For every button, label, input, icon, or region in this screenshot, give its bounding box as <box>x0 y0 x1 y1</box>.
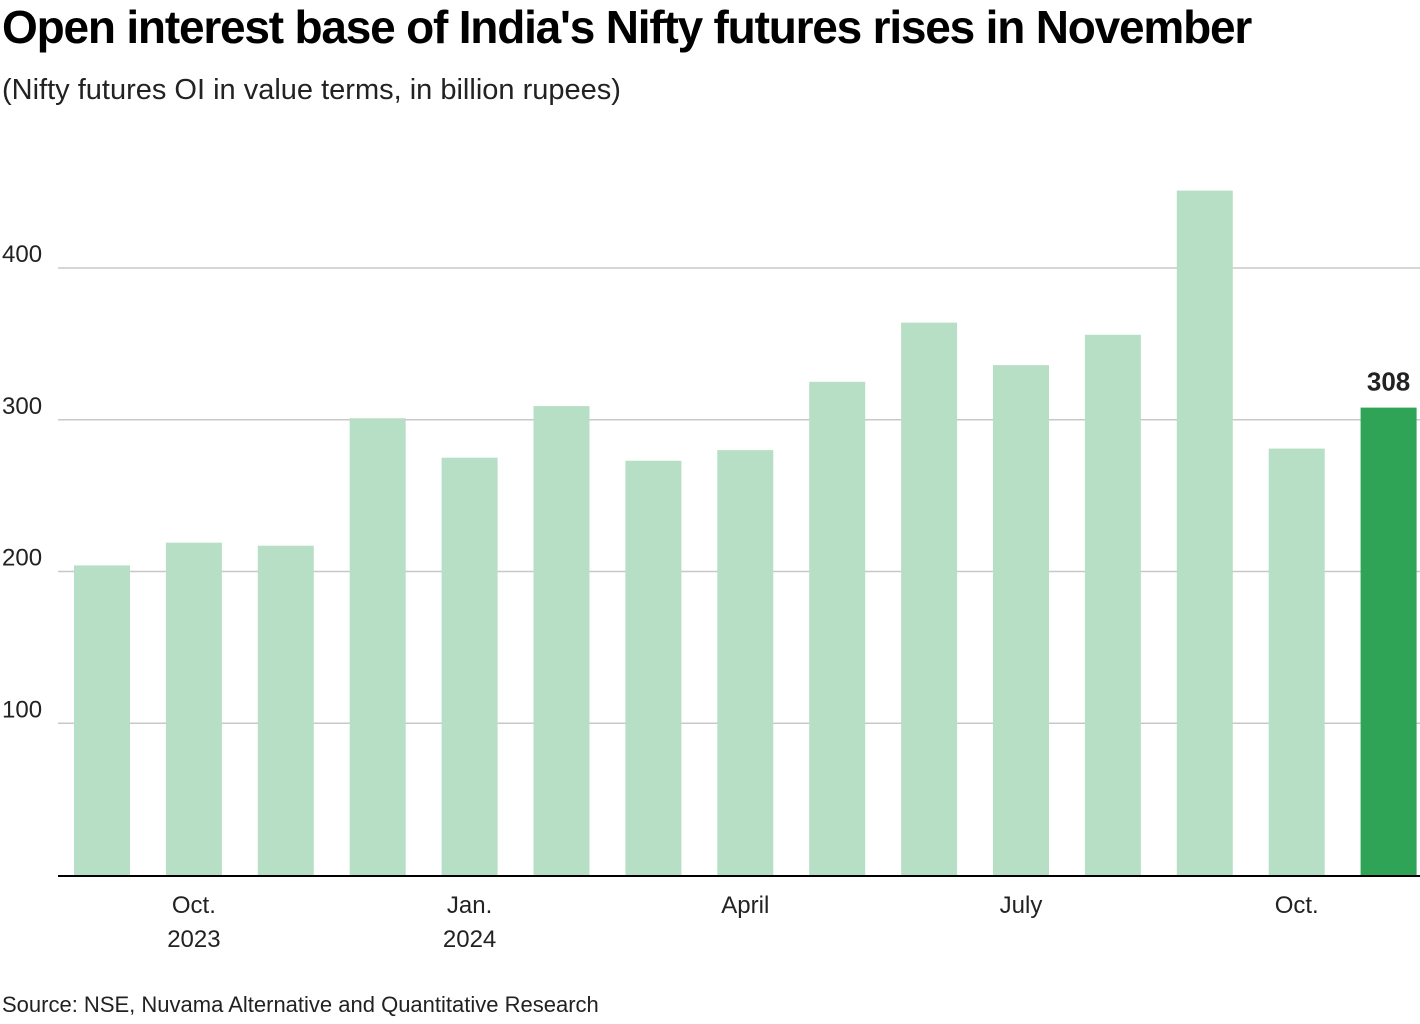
x-tick-label: Oct. <box>1275 892 1319 919</box>
x-tick-label: 2023 <box>167 926 220 953</box>
data-labels: 308 <box>1367 367 1410 397</box>
y-tick-label: 200 <box>2 545 42 572</box>
bar-chart: 100 200 300 400 308 Oct. 2023 Jan. 2024 April Ju… <box>2 190 1420 953</box>
y-tick-label: 100 <box>2 696 42 723</box>
bar <box>74 565 130 875</box>
bar <box>809 381 866 875</box>
x-tick-label: July <box>1000 892 1043 919</box>
x-tick-label: April <box>721 892 769 919</box>
x-tick-label: 2024 <box>443 926 496 953</box>
bar <box>717 450 774 875</box>
x-tick-label: Oct. <box>172 892 216 919</box>
x-tick-label: Jan. <box>447 892 492 919</box>
chart-subtitle: (Nifty futures OI in value terms, in bil… <box>2 74 621 106</box>
bar <box>533 406 590 875</box>
bar <box>441 457 498 875</box>
chart-title: Open interest base of India's Nifty futu… <box>2 1 1252 53</box>
data-label: 308 <box>1367 367 1410 397</box>
bars <box>74 190 1417 876</box>
bar <box>1268 448 1325 875</box>
bar <box>901 322 958 875</box>
bar <box>165 542 222 875</box>
bar <box>625 460 682 875</box>
y-tick-label: 300 <box>2 393 42 420</box>
bar <box>349 418 406 875</box>
bar <box>1360 407 1417 875</box>
y-tick-label: 400 <box>2 241 42 268</box>
y-axis-ticks: 100 200 300 400 <box>2 241 42 723</box>
bar <box>1084 334 1141 875</box>
bar <box>1176 190 1233 876</box>
source-note: Source: NSE, Nuvama Alternative and Quan… <box>2 992 599 1017</box>
bar <box>257 545 314 875</box>
x-axis-ticks: Oct. 2023 Jan. 2024 April July Oct. <box>167 892 1319 953</box>
bar <box>993 365 1049 875</box>
